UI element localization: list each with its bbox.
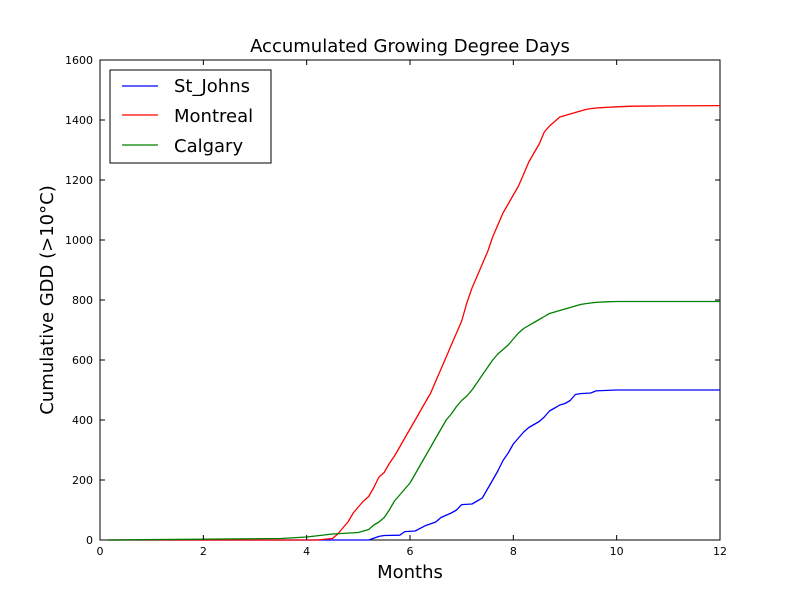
y-tick-label: 1600 [65, 54, 93, 67]
legend-label-calgary: Calgary [174, 136, 243, 157]
x-tick-label: 12 [713, 545, 727, 558]
y-tick-label: 1000 [65, 234, 93, 247]
y-tick-label: 1400 [65, 114, 93, 127]
x-tick-label: 8 [510, 545, 517, 558]
y-tick-label: 0 [86, 534, 93, 547]
series-line-montreal [107, 104, 721, 541]
y-tick-label: 800 [72, 294, 93, 307]
legend: St_Johns Montreal Calgary [109, 69, 272, 164]
y-tick-label: 200 [72, 474, 93, 487]
legend-label-montreal: Montreal [174, 106, 253, 127]
y-tick-label: 400 [72, 414, 93, 427]
legend-entry-st-johns: St_Johns [122, 76, 250, 97]
y-axis-ticks: 0 200 400 600 800 1000 1200 1400 1600 [65, 54, 720, 547]
series-line-calgary [107, 300, 720, 541]
chart-title: Accumulated Growing Degree Days [250, 36, 570, 57]
x-tick-label: 6 [407, 545, 414, 558]
series-line-st-johns [107, 389, 720, 541]
legend-label-st-johns: St_Johns [174, 76, 250, 97]
y-axis-label: Cumulative GDD (>10°C) [37, 185, 58, 414]
series-layer [107, 104, 721, 541]
x-axis-label: Months [377, 562, 443, 583]
legend-entry-calgary: Calgary [122, 136, 243, 157]
y-tick-label: 600 [72, 354, 93, 367]
x-tick-label: 2 [200, 545, 207, 558]
x-tick-label: 4 [303, 545, 310, 558]
x-tick-label: 0 [97, 545, 104, 558]
x-axis-ticks: 0 2 4 6 8 10 12 [97, 60, 727, 558]
legend-entry-montreal: Montreal [122, 106, 253, 127]
y-tick-label: 1200 [65, 174, 93, 187]
x-tick-label: 10 [610, 545, 624, 558]
